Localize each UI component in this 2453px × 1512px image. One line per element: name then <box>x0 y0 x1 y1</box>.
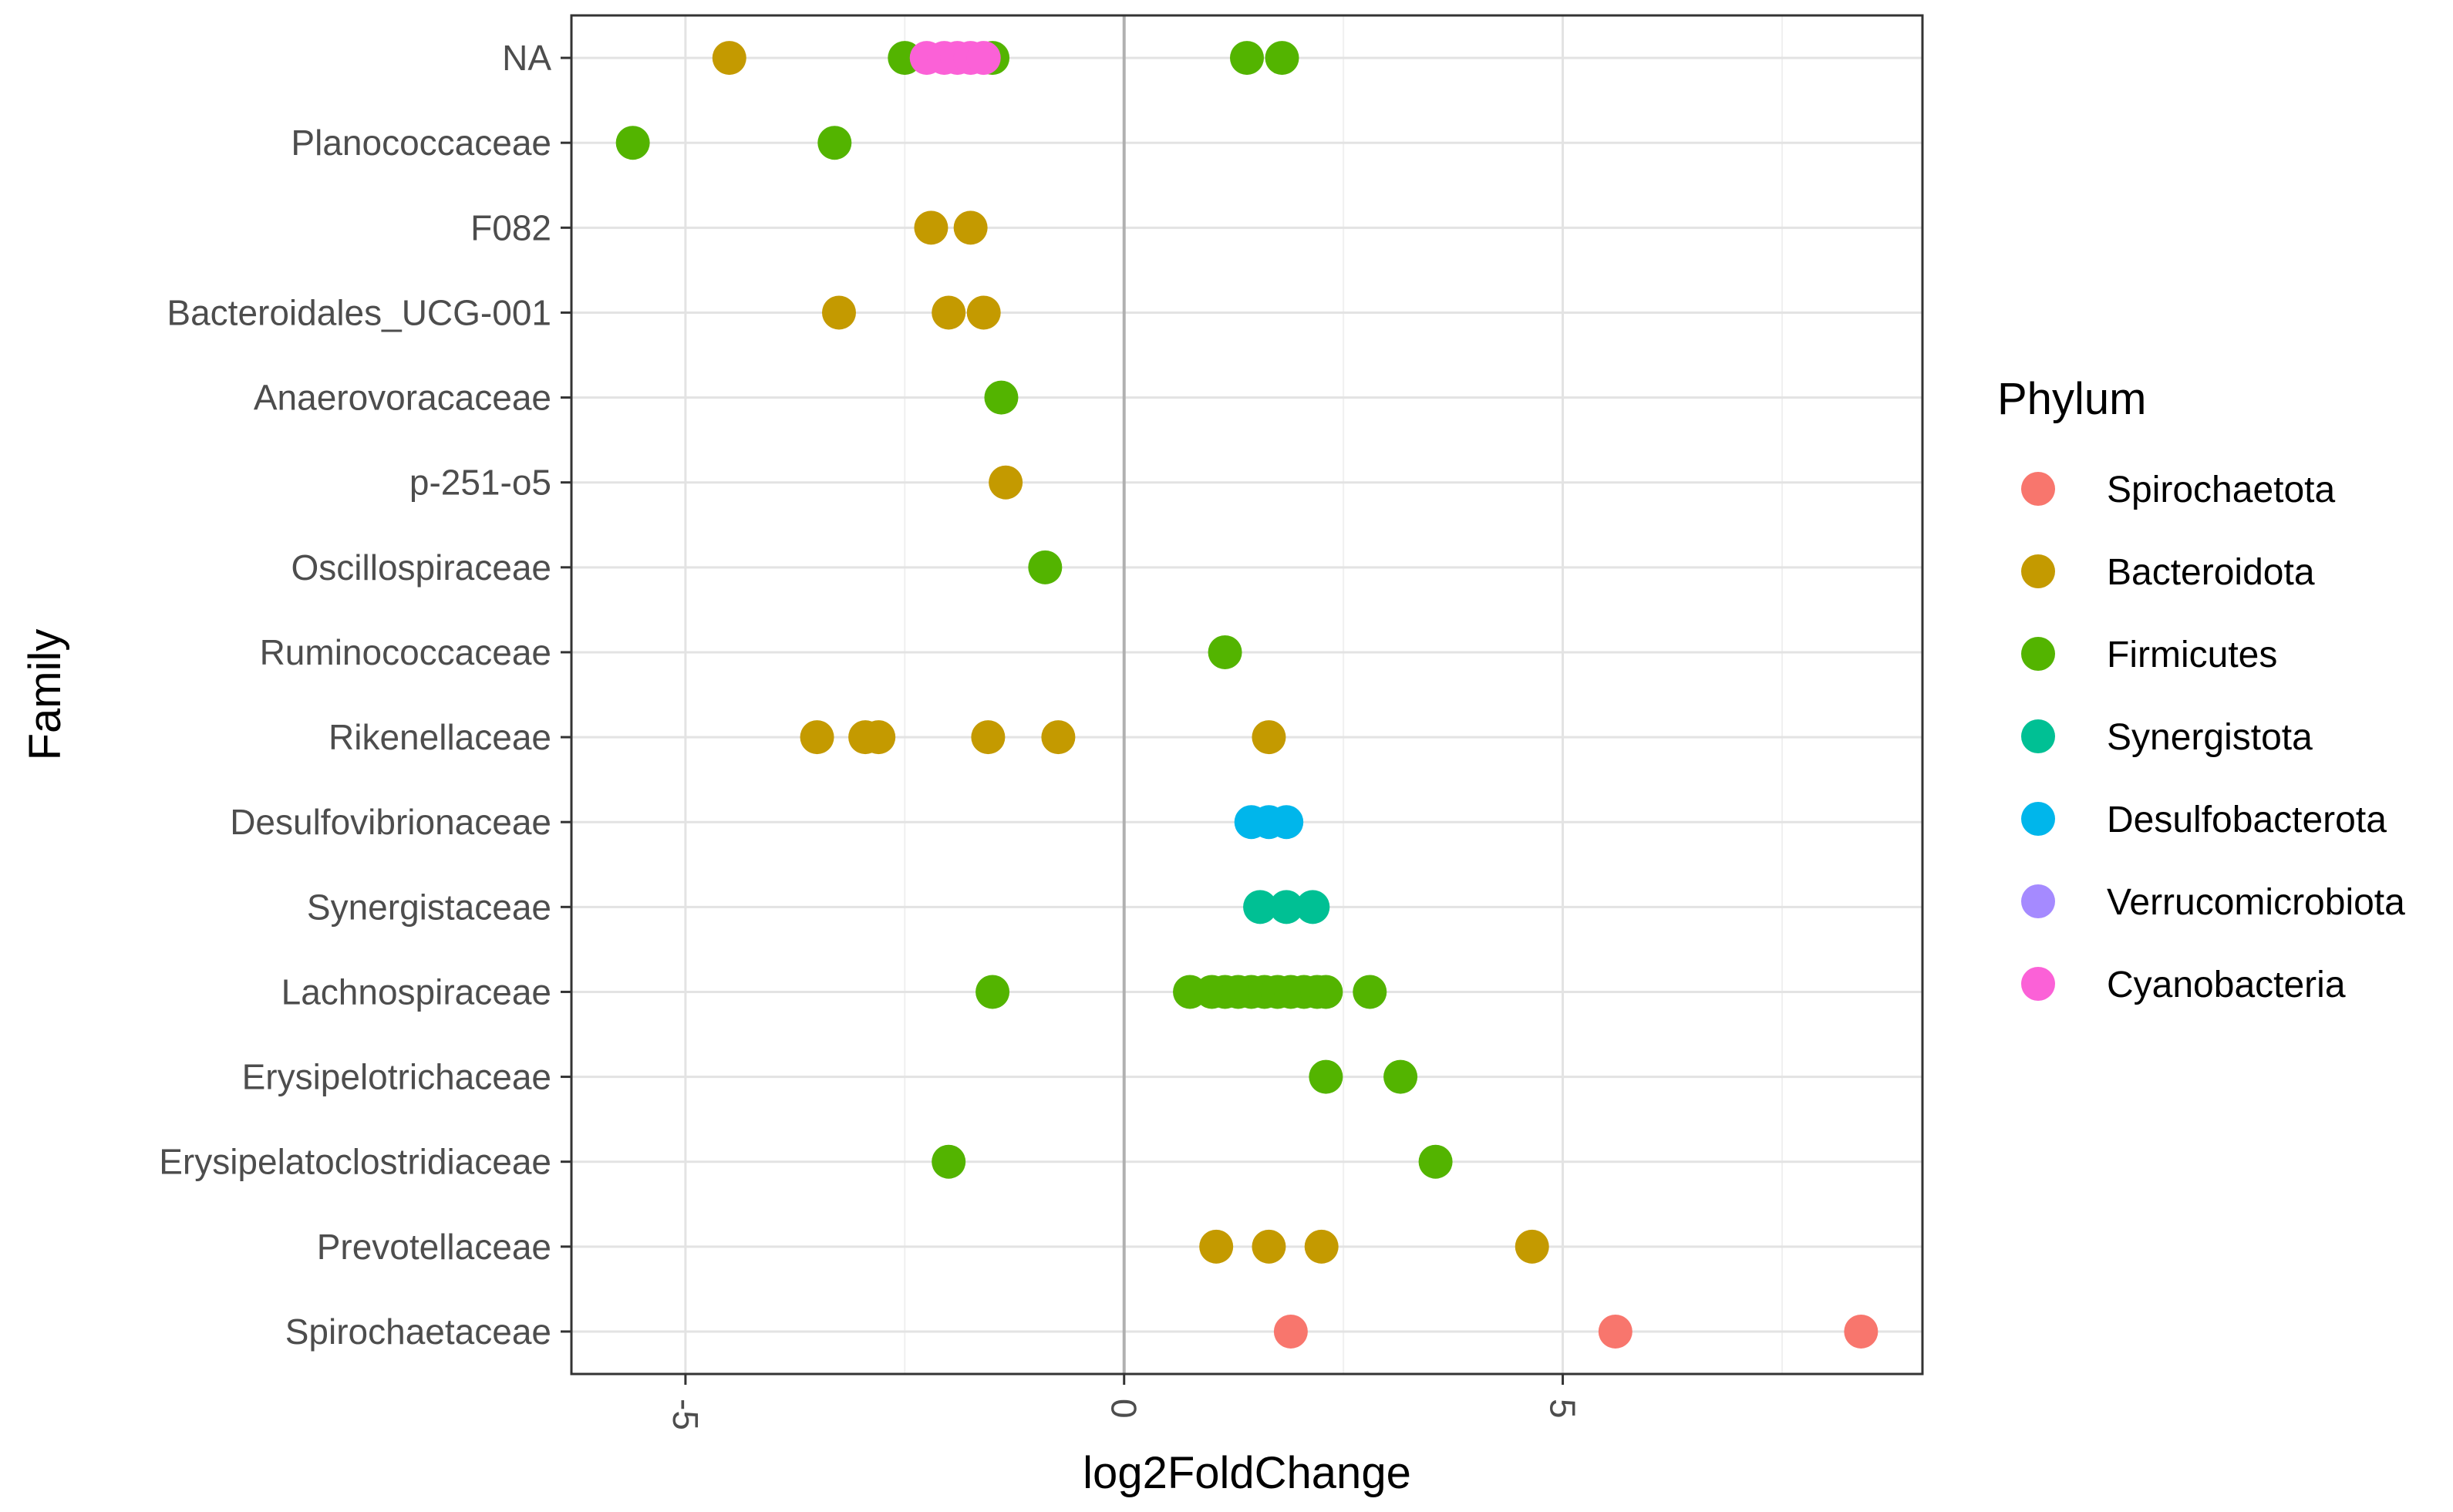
data-point-firmicutes <box>1353 975 1387 1009</box>
y-tick-label: Desulfovibrionaceae <box>230 802 551 842</box>
y-tick-label: Anaerovoracaceae <box>254 378 551 418</box>
data-point-firmicutes <box>932 1144 966 1179</box>
y-tick-label: NA <box>502 38 551 78</box>
data-point-firmicutes <box>615 126 650 160</box>
data-point-bacteroidota <box>1041 720 1076 755</box>
y-tick-label: Synergistaceae <box>307 887 551 927</box>
data-point-bacteroidota <box>1252 1229 1286 1264</box>
legend-key <box>2021 472 2055 506</box>
y-tick-label: Prevotellaceae <box>317 1227 551 1267</box>
legend-label: Verrucomicrobiota <box>2107 882 2405 923</box>
data-point-firmicutes <box>1230 41 1264 76</box>
legend-key <box>2021 884 2055 918</box>
data-point-firmicutes <box>1208 635 1242 669</box>
y-tick-label: Ruminococcaceae <box>260 632 551 672</box>
major-gridlines <box>571 15 1922 1374</box>
data-point-cyanobacteria <box>966 41 1001 76</box>
legend: Phylum Spirochaetota Bacteroidota Firmicut… <box>1997 374 2405 1005</box>
data-point-firmicutes <box>1309 975 1343 1009</box>
data-point-bacteroidota <box>1252 720 1286 755</box>
data-point-firmicutes <box>984 380 1019 415</box>
data-point-firmicutes <box>1309 1059 1343 1094</box>
data-point-firmicutes <box>975 975 1010 1009</box>
data-point-bacteroidota <box>861 720 896 755</box>
legend-key <box>2021 967 2055 1001</box>
data-point-firmicutes <box>1028 550 1063 584</box>
data-point-bacteroidota <box>953 210 988 245</box>
legend-key <box>2021 554 2055 588</box>
legend-key <box>2021 637 2055 671</box>
y-tick-label: Oscillospiraceae <box>291 547 551 588</box>
data-point-firmicutes <box>1383 1059 1418 1094</box>
y-axis-title: Family <box>20 629 70 761</box>
y-tick-label: Planococcaceae <box>291 123 551 163</box>
legend-label: Spirochaetota <box>2107 470 2336 510</box>
y-tick-label: F082 <box>470 207 551 248</box>
legend-label: Synergistota <box>2107 717 2313 758</box>
y-tick-label: Bacteroidales_UCG-001 <box>167 292 551 332</box>
legend-label: Bacteroidota <box>2107 552 2315 593</box>
data-point-bacteroidota <box>932 295 966 330</box>
x-tick-label: 0 <box>1104 1399 1144 1419</box>
y-tick-label: Spirochaetaceae <box>285 1312 551 1352</box>
y-tick-label: Erysipelotrichaceae <box>242 1057 551 1097</box>
minor-gridlines <box>904 15 1783 1374</box>
data-point-bacteroidota <box>966 295 1001 330</box>
x-axis: -5 0 5 <box>665 1374 1583 1430</box>
x-tick-label: 5 <box>1543 1399 1583 1419</box>
y-tick-label: Lachnospiraceae <box>281 972 551 1012</box>
data-point-bacteroidota <box>712 41 746 76</box>
y-axis: NA Planococcaceae F082 Bacteroidales_UCG-00… <box>159 38 571 1352</box>
legend-title: Phylum <box>1997 374 2146 424</box>
y-tick-label: Rikenellaceae <box>329 717 551 757</box>
y-tick-label: p-251-o5 <box>409 463 551 503</box>
y-tick-label: Erysipelatoclostridiaceae <box>159 1142 551 1182</box>
data-point-spirochaetota <box>1844 1314 1878 1349</box>
data-point-firmicutes <box>1418 1144 1453 1179</box>
data-point-bacteroidota <box>800 720 834 755</box>
legend-label: Firmicutes <box>2107 635 2277 675</box>
data-point-firmicutes <box>817 126 852 160</box>
legend-key <box>2021 719 2055 753</box>
legend-label: Cyanobacteria <box>2107 965 2346 1005</box>
legend-label: Desulfobacterota <box>2107 800 2387 840</box>
data-point-bacteroidota <box>1304 1229 1339 1264</box>
data-point-spirochaetota <box>1273 1314 1308 1349</box>
data-point-bacteroidota <box>989 465 1023 500</box>
data-point-synergistota <box>1243 890 1278 924</box>
legend-key <box>2021 802 2055 836</box>
data-point-bacteroidota <box>1515 1229 1549 1264</box>
plot-panel-border <box>570 14 1924 1376</box>
data-points <box>615 41 1878 1349</box>
x-axis-title: log2FoldChange <box>1083 1448 1411 1498</box>
data-point-firmicutes <box>1265 41 1299 76</box>
data-point-bacteroidota <box>1199 1229 1234 1264</box>
data-point-synergistota <box>1269 890 1304 924</box>
data-point-spirochaetota <box>1598 1314 1633 1349</box>
x-tick-label: -5 <box>665 1399 706 1430</box>
data-point-synergistota <box>1296 890 1330 924</box>
data-point-desulfobacterota <box>1269 805 1304 840</box>
data-point-bacteroidota <box>914 210 949 245</box>
data-point-bacteroidota <box>971 720 1006 755</box>
data-point-bacteroidota <box>821 295 856 330</box>
